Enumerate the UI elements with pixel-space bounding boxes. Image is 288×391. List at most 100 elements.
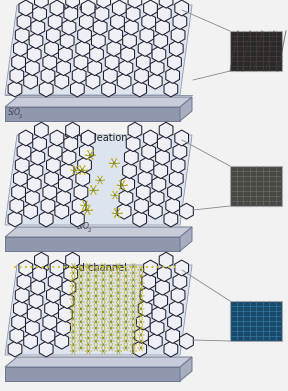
Polygon shape bbox=[26, 320, 39, 335]
Circle shape bbox=[74, 270, 75, 271]
Circle shape bbox=[134, 353, 135, 354]
Circle shape bbox=[124, 291, 125, 292]
Circle shape bbox=[71, 309, 73, 310]
Polygon shape bbox=[58, 306, 72, 322]
Polygon shape bbox=[142, 274, 156, 289]
Circle shape bbox=[119, 216, 120, 218]
Circle shape bbox=[119, 301, 120, 302]
Circle shape bbox=[82, 337, 83, 338]
Circle shape bbox=[139, 312, 140, 313]
Circle shape bbox=[116, 212, 118, 214]
Circle shape bbox=[92, 269, 93, 270]
Circle shape bbox=[127, 344, 128, 346]
Circle shape bbox=[74, 328, 75, 330]
Circle shape bbox=[94, 344, 95, 346]
Circle shape bbox=[82, 350, 83, 351]
Circle shape bbox=[109, 286, 110, 287]
Circle shape bbox=[122, 301, 124, 303]
Circle shape bbox=[89, 353, 90, 354]
Circle shape bbox=[131, 302, 132, 303]
Polygon shape bbox=[5, 5, 192, 95]
Circle shape bbox=[91, 285, 92, 287]
Circle shape bbox=[106, 266, 107, 267]
Circle shape bbox=[87, 150, 89, 152]
Circle shape bbox=[142, 343, 143, 344]
Circle shape bbox=[94, 278, 95, 280]
Circle shape bbox=[143, 334, 145, 335]
Circle shape bbox=[118, 272, 119, 274]
Circle shape bbox=[104, 307, 105, 309]
Circle shape bbox=[143, 269, 145, 270]
Circle shape bbox=[88, 305, 89, 306]
Circle shape bbox=[94, 291, 95, 292]
Circle shape bbox=[94, 292, 95, 294]
Circle shape bbox=[140, 301, 142, 303]
Circle shape bbox=[131, 276, 132, 278]
Circle shape bbox=[142, 332, 143, 333]
Circle shape bbox=[134, 341, 135, 343]
Circle shape bbox=[107, 289, 108, 290]
Polygon shape bbox=[90, 46, 103, 62]
Circle shape bbox=[77, 328, 78, 329]
Circle shape bbox=[95, 308, 97, 310]
Circle shape bbox=[86, 209, 89, 211]
Circle shape bbox=[124, 298, 125, 299]
Circle shape bbox=[89, 275, 90, 276]
Circle shape bbox=[124, 305, 125, 307]
Circle shape bbox=[130, 337, 131, 339]
Circle shape bbox=[83, 282, 84, 283]
Polygon shape bbox=[41, 328, 55, 343]
Circle shape bbox=[109, 304, 110, 305]
Circle shape bbox=[115, 331, 116, 332]
Circle shape bbox=[104, 283, 105, 284]
Circle shape bbox=[79, 304, 80, 305]
Circle shape bbox=[82, 312, 83, 313]
Circle shape bbox=[77, 276, 78, 277]
Circle shape bbox=[139, 343, 140, 344]
Circle shape bbox=[121, 311, 122, 313]
Circle shape bbox=[86, 322, 88, 323]
Circle shape bbox=[112, 350, 113, 351]
Circle shape bbox=[119, 263, 120, 264]
Circle shape bbox=[140, 289, 142, 290]
Circle shape bbox=[119, 276, 120, 278]
Circle shape bbox=[107, 308, 108, 309]
Circle shape bbox=[139, 324, 140, 325]
Polygon shape bbox=[168, 54, 181, 70]
Circle shape bbox=[140, 321, 142, 323]
Circle shape bbox=[74, 334, 75, 335]
Polygon shape bbox=[5, 135, 192, 225]
Circle shape bbox=[109, 272, 110, 273]
Circle shape bbox=[113, 334, 115, 335]
Circle shape bbox=[112, 273, 113, 274]
Circle shape bbox=[82, 299, 83, 300]
Circle shape bbox=[70, 285, 71, 287]
Circle shape bbox=[91, 305, 92, 306]
Circle shape bbox=[89, 307, 90, 309]
Circle shape bbox=[142, 350, 143, 351]
Circle shape bbox=[112, 197, 114, 199]
Circle shape bbox=[112, 285, 113, 286]
Circle shape bbox=[79, 292, 80, 294]
Circle shape bbox=[103, 311, 104, 313]
Circle shape bbox=[114, 194, 116, 196]
Polygon shape bbox=[29, 163, 43, 179]
Circle shape bbox=[89, 348, 90, 349]
Polygon shape bbox=[47, 157, 60, 173]
Polygon shape bbox=[27, 46, 41, 62]
Circle shape bbox=[89, 346, 90, 348]
Circle shape bbox=[82, 344, 83, 346]
Polygon shape bbox=[166, 328, 179, 343]
Circle shape bbox=[127, 292, 128, 294]
Circle shape bbox=[86, 289, 88, 291]
Circle shape bbox=[128, 308, 130, 309]
Circle shape bbox=[91, 337, 92, 339]
Circle shape bbox=[91, 325, 92, 326]
Circle shape bbox=[116, 288, 118, 289]
Polygon shape bbox=[8, 81, 22, 97]
Polygon shape bbox=[62, 279, 76, 295]
Polygon shape bbox=[124, 149, 138, 165]
Circle shape bbox=[71, 315, 73, 316]
Circle shape bbox=[136, 279, 137, 280]
Circle shape bbox=[136, 285, 137, 287]
